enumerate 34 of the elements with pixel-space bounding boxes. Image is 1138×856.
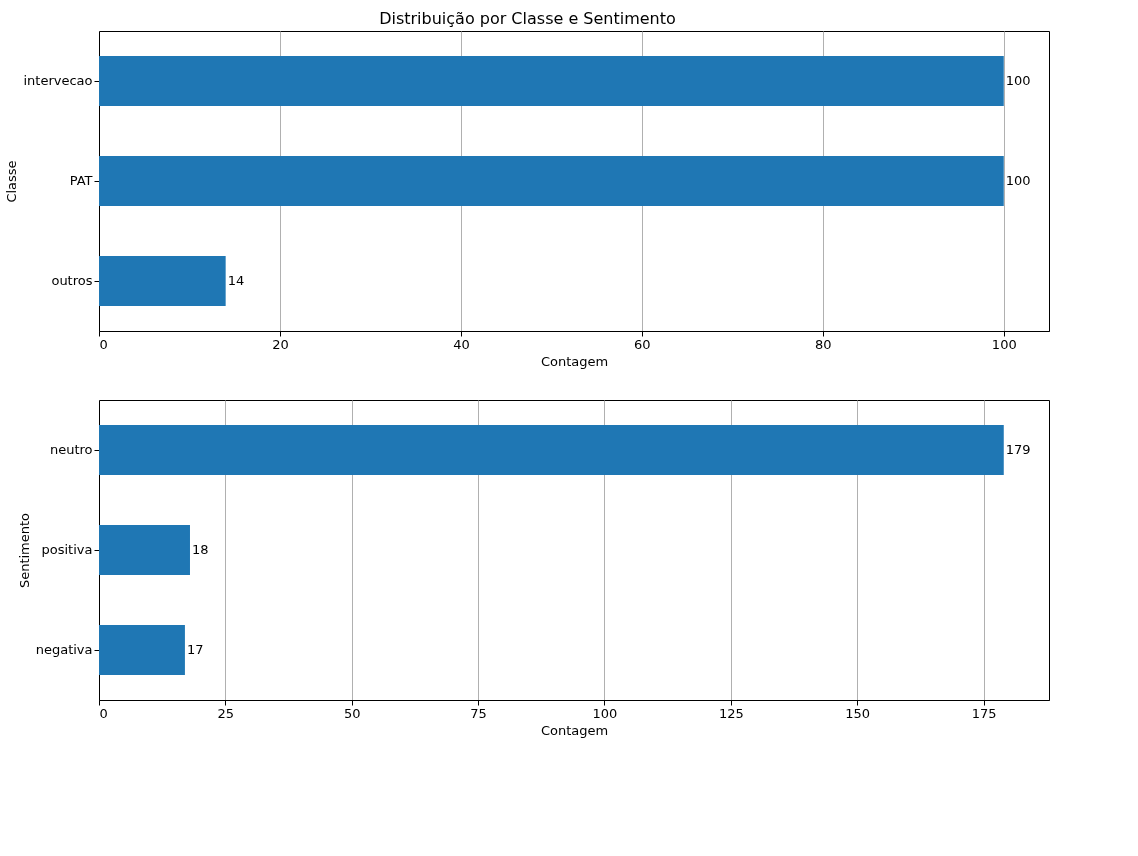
x-tick-label: 0 <box>99 336 108 352</box>
y-tick-label: negativa <box>35 642 93 657</box>
y-axis-title: Classe <box>4 160 20 203</box>
x-tick-label: 80 <box>815 336 832 352</box>
x-tick-label: 100 <box>592 705 618 721</box>
x-tick-label: 175 <box>971 705 997 721</box>
x-tick-label: 150 <box>845 705 871 721</box>
x-axis-title: Contagem <box>540 722 609 738</box>
data-label: 179 <box>1005 442 1031 457</box>
x-tick-label: 0 <box>99 705 108 721</box>
x-tick-label: 75 <box>470 705 487 721</box>
x-tick-label: 100 <box>991 336 1017 352</box>
bar <box>99 625 185 675</box>
x-tick-label: 125 <box>718 705 744 721</box>
bar <box>99 425 1004 475</box>
y-tick-label: outros <box>51 273 93 288</box>
data-label: 18 <box>191 542 209 557</box>
x-axis-title: Contagem <box>540 353 609 369</box>
chart-title: Distribuição por Classe e Sentimento <box>379 8 676 28</box>
x-tick-label: 25 <box>217 705 235 721</box>
x-tick-label: 60 <box>634 336 651 352</box>
data-label: 17 <box>186 642 204 657</box>
x-tick-label: 20 <box>272 336 289 352</box>
data-label: 100 <box>1005 73 1031 88</box>
data-label: 100 <box>1005 173 1031 188</box>
y-axis-title: Sentimento <box>16 512 32 589</box>
y-tick-label: intervecao <box>23 73 93 88</box>
y-tick-label: positiva <box>41 542 93 557</box>
bar <box>99 525 190 575</box>
x-tick-label: 40 <box>453 336 470 352</box>
data-label: 14 <box>227 273 245 288</box>
y-tick-label: PAT <box>69 173 93 188</box>
y-tick-label: neutro <box>49 442 93 457</box>
x-tick-label: 50 <box>343 705 361 721</box>
